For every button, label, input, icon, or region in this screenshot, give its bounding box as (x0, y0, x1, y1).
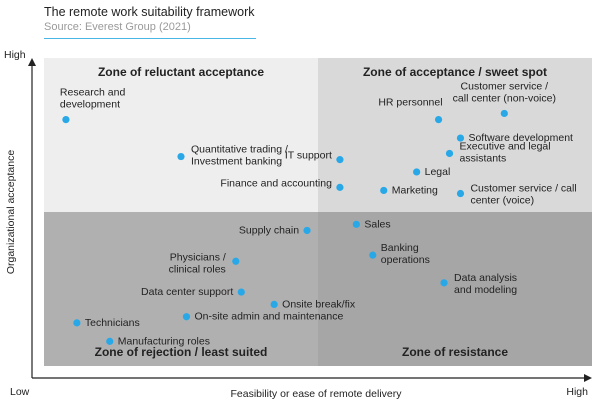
point-label: Investment banking (191, 156, 282, 168)
point-label: HR personnel (378, 97, 442, 109)
x-axis-low-label: Low (10, 386, 30, 398)
point-marker (413, 168, 421, 176)
point-marker (352, 220, 360, 228)
point-marker (440, 279, 448, 287)
point-label: Sales (364, 218, 390, 230)
data-point-customer-service-call-center-non-voice: Customer service /call center (non-voice… (453, 80, 556, 118)
point-marker (303, 226, 311, 235)
point-label: center (voice) (470, 195, 534, 207)
point-label: Data center support (141, 286, 233, 298)
point-marker (380, 186, 388, 195)
zone-title-top-right: Zone of acceptance / sweet spot (363, 65, 547, 79)
point-marker (456, 189, 465, 198)
data-point-quantitative-trading-investment-banking: Quantitative trading /Investment banking (177, 144, 288, 168)
zone-bottom-right (318, 212, 592, 366)
point-label: call center (non-voice) (453, 92, 556, 104)
data-point-on-site-admin-and-maintenance: On-site admin and maintenance (182, 311, 343, 323)
point-label: Data analysis (454, 272, 517, 284)
point-label: On-site admin and maintenance (194, 311, 343, 323)
point-marker (73, 319, 81, 327)
point-label: Banking (381, 242, 419, 254)
point-marker (434, 116, 443, 124)
point-marker (336, 183, 344, 191)
point-label: Physicians / (170, 251, 226, 263)
data-point-finance-and-accounting: Finance and accounting (220, 177, 344, 191)
point-marker (445, 149, 454, 158)
zone-bottom-left (44, 212, 318, 366)
point-label: operations (381, 254, 430, 266)
data-point-software-development: Software development (456, 132, 573, 144)
data-point-it-support: IT support (285, 150, 344, 164)
point-marker (177, 152, 185, 161)
data-point-technicians: Technicians (73, 317, 140, 329)
x-axis-high-label: High (566, 386, 588, 398)
point-label: clinical roles (169, 263, 226, 275)
point-marker (182, 313, 191, 321)
y-axis-label: Organizational acceptance (5, 150, 17, 274)
chart-title: The remote work suitability framework (44, 5, 255, 19)
point-label: assistants (460, 152, 507, 164)
zone-title-top-left: Zone of reluctant acceptance (98, 65, 264, 79)
point-label: Customer service / call (470, 183, 576, 195)
point-label: Customer service / (461, 80, 549, 92)
point-label: Software development (468, 132, 573, 144)
data-point-sales: Sales (352, 218, 391, 230)
data-point-data-center-support: Data center support (141, 286, 245, 298)
data-point-hr-personnel: HR personnel (378, 97, 443, 124)
point-label: Finance and accounting (220, 177, 332, 189)
x-axis-label: Feasibility or ease of remote delivery (231, 388, 403, 400)
data-point-manufacturing-roles: Manufacturing roles (106, 335, 210, 347)
point-marker (500, 109, 508, 118)
point-label: Technicians (85, 317, 140, 329)
point-marker (106, 337, 114, 345)
data-point-legal: Legal (413, 166, 450, 178)
point-marker (62, 116, 70, 124)
title-rule (44, 38, 256, 39)
data-point-onsite-break-fix: Onsite break/fix (270, 298, 356, 310)
point-label: Research and (60, 87, 126, 99)
zone-title-bottom-right: Zone of resistance (402, 345, 508, 359)
zone-top-left (44, 58, 318, 212)
point-label: Marketing (392, 184, 438, 196)
point-marker (336, 156, 344, 164)
point-marker (232, 257, 240, 265)
zone-top-right (318, 58, 592, 212)
y-axis-high-label: High (4, 49, 26, 61)
data-point-physicians-clinical-roles: Physicians /clinical roles (169, 251, 240, 275)
point-label: Manufacturing roles (118, 335, 210, 347)
point-label: IT support (285, 150, 332, 162)
point-label: Legal (425, 166, 451, 178)
point-label: and modeling (454, 284, 517, 296)
point-label: Quantitative trading / (191, 144, 288, 156)
zone-title-bottom-left: Zone of rejection / least suited (95, 345, 268, 359)
data-point-supply-chain: Supply chain (239, 224, 311, 236)
data-point-marketing: Marketing (380, 184, 438, 196)
point-label: development (60, 99, 120, 111)
point-marker (369, 251, 377, 259)
point-marker (270, 300, 278, 308)
chart-source: Source: Everest Group (2021) (44, 21, 191, 33)
point-label: Executive and legal (460, 140, 551, 152)
point-marker (456, 134, 465, 142)
point-marker (237, 288, 245, 296)
point-label: Onsite break/fix (282, 298, 356, 310)
point-label: Supply chain (239, 224, 299, 236)
